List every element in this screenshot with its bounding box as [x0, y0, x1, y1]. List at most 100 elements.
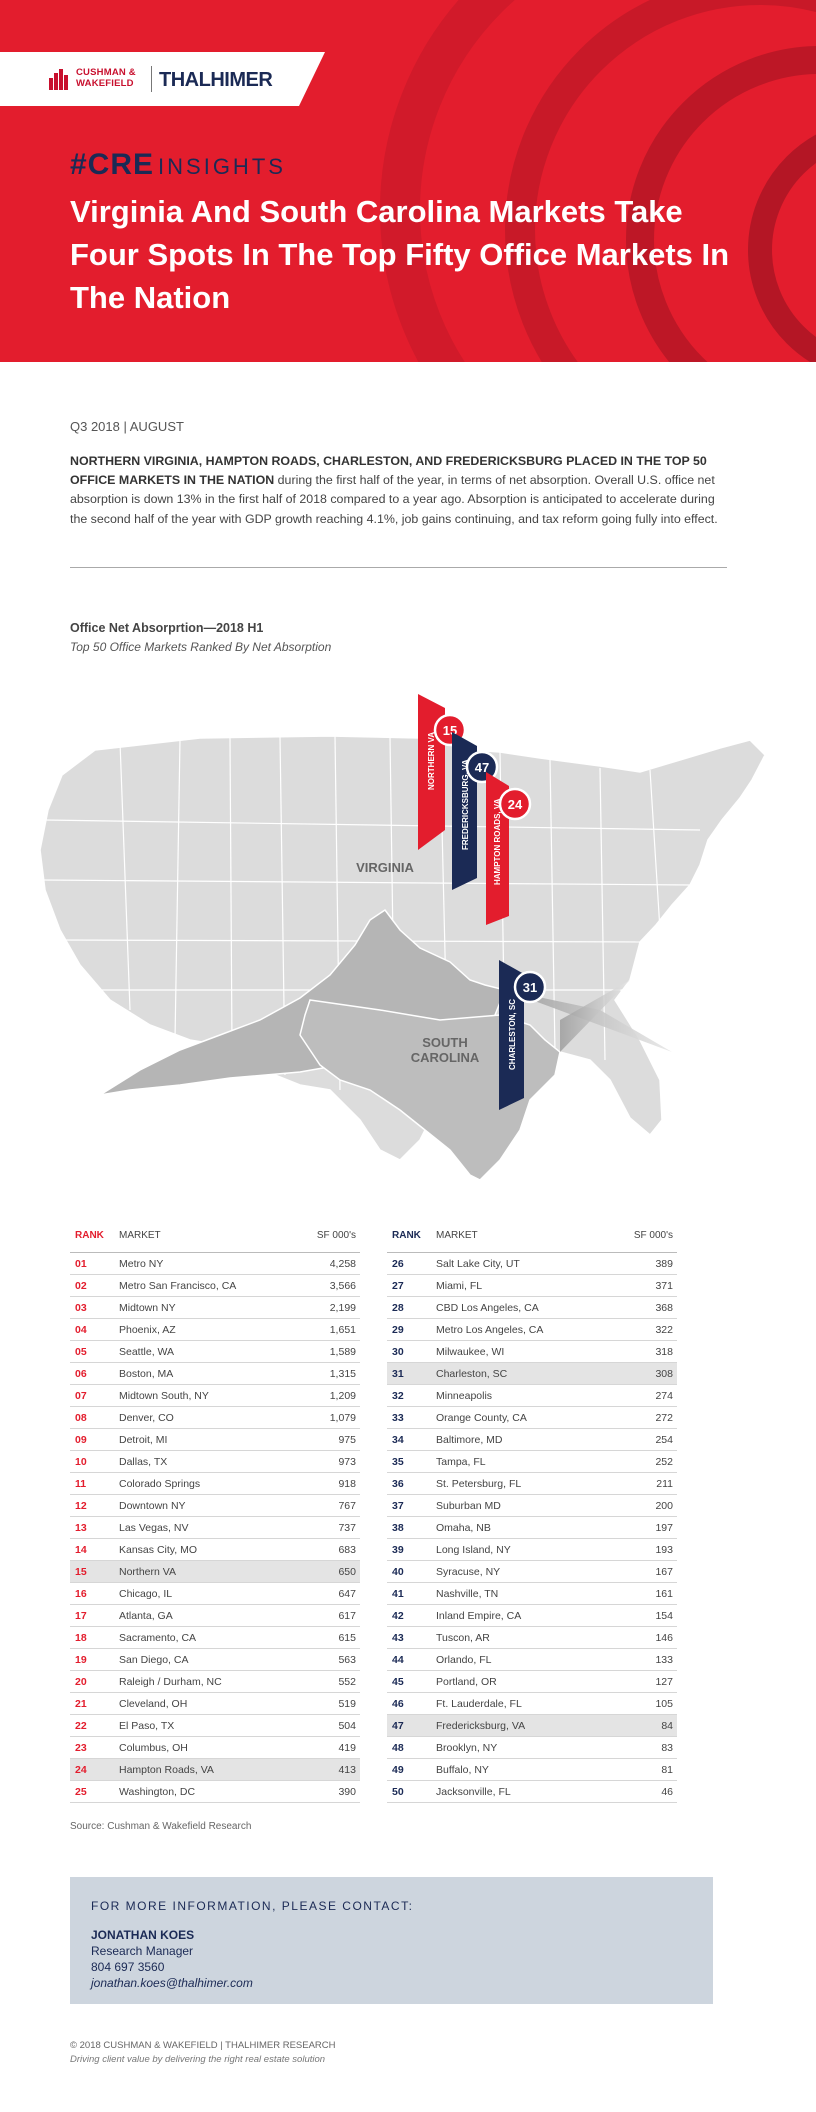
table-row: 03 Midtown NY 2,199 — [70, 1297, 360, 1319]
intro-lead: NORTHERN VIRGINIA, HAMPTON ROADS, CHARLE… — [70, 454, 707, 488]
market-cell: Washington, DC — [119, 1786, 196, 1798]
report-date: Q3 2018 | AUGUST — [70, 419, 184, 434]
rank-cell: 36 — [392, 1478, 404, 1490]
sf-cell: 650 — [338, 1566, 356, 1578]
contact-name: JONATHAN KOES — [91, 1928, 195, 1942]
rank-cell: 12 — [75, 1500, 87, 1512]
sf-cell: 127 — [655, 1676, 673, 1688]
table-row: 14 Kansas City, MO 683 — [70, 1539, 360, 1561]
market-cell: Hampton Roads, VA — [119, 1764, 214, 1776]
sf-cell: 193 — [655, 1544, 673, 1556]
rank-cell: 47 — [392, 1720, 404, 1732]
market-cell: Downtown NY — [119, 1500, 186, 1512]
table-row: 05 Seattle, WA 1,589 — [70, 1341, 360, 1363]
sf-cell: 389 — [655, 1258, 673, 1270]
rank-cell: 49 — [392, 1764, 404, 1776]
market-cell: Ft. Lauderdale, FL — [436, 1698, 522, 1710]
marker-rank: 24 — [508, 797, 523, 812]
rank-cell: 17 — [75, 1610, 87, 1622]
header-sf: SF 000's — [316, 1230, 356, 1241]
sf-cell: 519 — [338, 1698, 356, 1710]
rank-cell: 44 — [392, 1654, 404, 1666]
cushman-wakefield-logo-text: CUSHMAN & WAKEFIELD — [76, 67, 136, 89]
sf-cell: 197 — [655, 1522, 673, 1534]
rank-cell: 11 — [75, 1478, 87, 1490]
table-row: 16 Chicago, IL 647 — [70, 1583, 360, 1605]
table-row: 46 Ft. Lauderdale, FL 105 — [387, 1693, 677, 1715]
table-row: 49 Buffalo, NY 81 — [387, 1759, 677, 1781]
rank-cell: 23 — [75, 1742, 87, 1754]
market-cell: Charleston, SC — [436, 1368, 508, 1380]
table-header: RANK MARKET SF 000's — [70, 1225, 360, 1253]
market-cell: Milwaukee, WI — [436, 1346, 505, 1358]
rank-cell: 04 — [75, 1324, 87, 1336]
sf-cell: 563 — [338, 1654, 356, 1666]
rank-cell: 07 — [75, 1390, 87, 1402]
marker-rank: 31 — [523, 980, 537, 995]
market-cell: Cleveland, OH — [119, 1698, 188, 1710]
marker-label: CHARLESTON, SC — [508, 999, 517, 1070]
virginia-label: VIRGINIA — [356, 860, 414, 875]
sf-cell: 3,566 — [329, 1280, 356, 1292]
market-cell: Brooklyn, NY — [436, 1742, 498, 1754]
market-cell: Las Vegas, NV — [119, 1522, 189, 1534]
marker-charleston-sc: CHARLESTON, SC 31 — [499, 960, 547, 1110]
table-row: 41 Nashville, TN 161 — [387, 1583, 677, 1605]
market-cell: Metro NY — [119, 1258, 164, 1270]
market-cell: Tuscon, AR — [436, 1632, 490, 1644]
cre-insights-mark: #CRE INSIGHTS — [70, 148, 286, 181]
chart-subtitle: Top 50 Office Markets Ranked By Net Abso… — [70, 640, 332, 654]
marker-label: HAMPTON ROADS, VA — [493, 798, 502, 885]
table-row: 37 Suburban MD 200 — [387, 1495, 677, 1517]
sf-cell: 46 — [661, 1786, 673, 1798]
rank-cell: 09 — [75, 1434, 87, 1446]
table-row: 08 Denver, CO 1,079 — [70, 1407, 360, 1429]
sf-cell: 81 — [661, 1764, 673, 1776]
page-title: Virginia And South Carolina Markets Take… — [70, 194, 730, 315]
footer-tagline: Driving client value by delivering the r… — [70, 2054, 326, 2065]
sf-cell: 200 — [655, 1500, 673, 1512]
sf-cell: 413 — [338, 1764, 356, 1776]
intro-body: during the first half of the year, in te… — [70, 473, 718, 526]
sf-cell: 133 — [655, 1654, 673, 1666]
rank-cell: 45 — [392, 1676, 404, 1688]
rank-cell: 02 — [75, 1280, 87, 1292]
market-cell: Jacksonville, FL — [436, 1786, 511, 1798]
market-cell: Colorado Springs — [119, 1478, 201, 1490]
logo-separator — [151, 66, 152, 92]
table-row: 48 Brooklyn, NY 83 — [387, 1737, 677, 1759]
sf-cell: 368 — [655, 1302, 673, 1314]
rank-cell: 41 — [392, 1588, 404, 1600]
table-row: 07 Midtown South, NY 1,209 — [70, 1385, 360, 1407]
table-row: 04 Phoenix, AZ 1,651 — [70, 1319, 360, 1341]
market-cell: Orange County, CA — [436, 1412, 527, 1424]
intro-paragraph: NORTHERN VIRGINIA, HAMPTON ROADS, CHARLE… — [70, 452, 730, 529]
market-cell: Salt Lake City, UT — [436, 1258, 520, 1270]
market-cell: Tampa, FL — [436, 1456, 486, 1468]
sf-cell: 1,651 — [329, 1324, 356, 1336]
market-cell: Columbus, OH — [119, 1742, 188, 1754]
rank-cell: 03 — [75, 1302, 87, 1314]
table-row: 45 Portland, OR 127 — [387, 1671, 677, 1693]
table-row: 27 Miami, FL 371 — [387, 1275, 677, 1297]
market-cell: Orlando, FL — [436, 1654, 492, 1666]
table-row: 43 Tuscon, AR 146 — [387, 1627, 677, 1649]
rank-cell: 14 — [75, 1544, 87, 1556]
ranking-table-right: RANK MARKET SF 000's 26 Salt Lake City, U… — [387, 1225, 677, 1803]
rank-cell: 46 — [392, 1698, 404, 1710]
contact-email-link[interactable]: jonathan.koes@thalhimer.com — [91, 1976, 253, 1990]
rank-cell: 43 — [392, 1632, 404, 1644]
market-cell: Dallas, TX — [119, 1456, 168, 1468]
source-note: Source: Cushman & Wakefield Research — [70, 1821, 252, 1832]
market-cell: Detroit, MI — [119, 1434, 168, 1446]
header-rank: RANK — [75, 1230, 104, 1241]
sf-cell: 154 — [655, 1610, 673, 1622]
table-row: 26 Salt Lake City, UT 389 — [387, 1253, 677, 1275]
table-row: 40 Syracuse, NY 167 — [387, 1561, 677, 1583]
sf-cell: 146 — [655, 1632, 673, 1644]
sf-cell: 390 — [338, 1786, 356, 1798]
sc-label-1: SOUTH — [422, 1035, 468, 1050]
table-row: 06 Boston, MA 1,315 — [70, 1363, 360, 1385]
rank-cell: 32 — [392, 1390, 404, 1402]
rank-cell: 15 — [75, 1566, 87, 1578]
